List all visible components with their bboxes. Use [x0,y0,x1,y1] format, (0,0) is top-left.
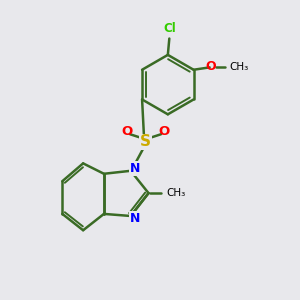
Text: CH₃: CH₃ [166,188,186,198]
Text: O: O [158,125,169,138]
Text: N: N [130,162,140,175]
Text: N: N [130,212,140,226]
Text: CH₃: CH₃ [229,62,248,72]
Text: O: O [206,60,216,73]
Text: Cl: Cl [163,22,176,35]
Text: S: S [140,134,151,149]
Text: O: O [122,125,133,138]
